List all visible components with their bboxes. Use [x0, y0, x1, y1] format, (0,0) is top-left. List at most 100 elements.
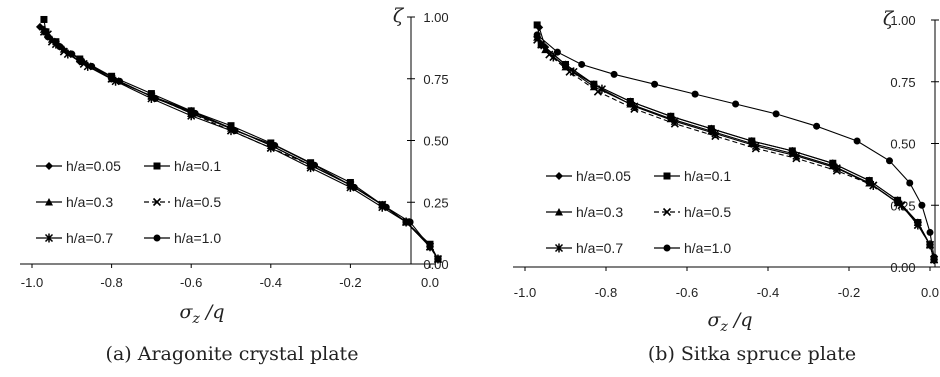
legend-label: h/a=0.05 [66, 158, 121, 174]
x-tick-label: -0.4 [260, 275, 282, 290]
x-tick-label: -0.4 [757, 285, 779, 300]
x-tick-label: -0.6 [180, 275, 202, 290]
x-axis-label: σz /q [708, 309, 753, 335]
x-tick-label: -0.6 [676, 285, 698, 300]
x-tick-label: -0.8 [595, 285, 617, 300]
data-point-marker [533, 21, 541, 29]
x-tick-label: -0.8 [100, 275, 122, 290]
data-point-marker [832, 163, 841, 173]
data-point-marker [350, 183, 358, 191]
data-point-marker [670, 116, 679, 126]
legend-marker [44, 233, 54, 243]
series-line [536, 36, 935, 260]
data-point-marker [56, 43, 64, 51]
data-point-marker [426, 243, 434, 251]
data-point-marker [88, 62, 96, 70]
series-h/a=0.7 [537, 40, 939, 265]
x-tick-label: 0.0 [421, 275, 439, 290]
legend-marker [554, 243, 564, 253]
legend-label: h/a=0.1 [684, 168, 731, 184]
data-point-marker [191, 109, 199, 117]
data-point-marker [44, 33, 52, 41]
series-line [43, 29, 439, 260]
legend-label: h/a=0.7 [66, 230, 113, 246]
series-h/a=0.1 [40, 15, 442, 263]
x-tick-label: -1.0 [514, 285, 536, 300]
series-line [39, 26, 439, 260]
data-point-marker [918, 201, 926, 209]
data-point-marker [533, 31, 541, 39]
data-point-marker [151, 95, 159, 103]
y-tick-label: 0.00 [890, 260, 915, 275]
data-point-marker [116, 77, 124, 85]
x-tick-label: 0.0 [921, 285, 939, 300]
y-tick-label: 1.00 [423, 10, 448, 25]
data-point-marker [886, 157, 893, 165]
series-line [536, 39, 935, 260]
data-point-marker [382, 203, 390, 211]
data-point-marker [906, 179, 914, 187]
y-tick-label: 0.50 [890, 137, 915, 152]
data-point-marker [311, 161, 319, 169]
data-point-marker [545, 50, 554, 59]
chart-panel-2: -1.0 -0.8 -0.6 -0.4 -0.2 0.00.000.250.500.751… [513, 8, 940, 365]
data-point-marker [578, 60, 586, 68]
data-point-marker [553, 48, 561, 56]
data-point-marker [711, 129, 720, 139]
data-point-marker [569, 67, 578, 77]
series-h/a=0.05 [35, 22, 442, 264]
legend: h/a=0.05 h/a=0.1 h/a=0.3 h/a=0.5 h/a=0.7 h/a=… [546, 168, 731, 256]
data-point-marker [40, 15, 48, 23]
legend-marker [555, 208, 563, 216]
data-point-marker [853, 137, 861, 145]
data-point-marker [751, 141, 760, 151]
data-point-marker [39, 25, 48, 33]
chart-caption: (a) Aragonite crystal plate [106, 343, 359, 365]
legend-label: h/a=0.5 [684, 204, 731, 220]
y-tick-label: 0.50 [423, 134, 448, 149]
series-h/a=0.5 [39, 27, 443, 264]
legend-label: h/a=1.0 [174, 230, 221, 246]
series-line [43, 31, 439, 260]
legend-marker [153, 234, 161, 242]
legend-marker [153, 162, 161, 170]
data-point-marker [930, 253, 938, 261]
data-point-marker [897, 200, 906, 210]
legend-label: h/a=0.5 [174, 194, 221, 210]
y-axis-label: ζ [883, 8, 895, 30]
data-point-marker [651, 80, 659, 88]
series-line [47, 33, 439, 260]
legend-label: h/a=0.05 [576, 168, 631, 184]
data-point-marker [869, 180, 878, 190]
y-tick-label: 1.00 [890, 13, 915, 28]
legend-marker [45, 198, 53, 206]
data-point-marker [926, 228, 934, 236]
data-point-marker [589, 82, 598, 91]
legend-label: h/a=0.3 [576, 204, 623, 220]
legend: h/a=0.05 h/a=0.1 h/a=0.3 h/a=0.5 h/a=0.7 h/a=… [36, 158, 221, 246]
x-tick-label: -0.2 [838, 285, 860, 300]
series-line [536, 34, 935, 258]
x-tick-label: -0.2 [339, 275, 361, 290]
data-point-marker [610, 70, 618, 78]
data-point-marker [271, 141, 279, 149]
series-h/a=0.7 [43, 29, 442, 264]
legend-label: h/a=1.0 [684, 240, 731, 256]
data-point-marker [813, 122, 821, 130]
legend-marker [663, 172, 671, 180]
legend-marker [662, 207, 672, 217]
data-point-marker [593, 87, 602, 96]
legend-label: h/a=0.3 [66, 194, 113, 210]
data-point-marker [537, 40, 546, 50]
series-h/a=0.05 [535, 23, 939, 264]
data-point-marker [597, 84, 606, 94]
series-line [47, 36, 439, 260]
x-tick-label: -1.0 [21, 275, 43, 290]
chart-panel-1: -1.0 -0.8 -0.6 -0.4 -0.2 0.0 0.00 0.25 0.50 0.75 1… [20, 5, 449, 365]
y-tick-label: 0.75 [890, 75, 915, 90]
series-h/a=0.5 [533, 35, 939, 264]
legend-marker [663, 244, 671, 252]
y-tick-label: 0.00 [423, 257, 448, 272]
data-point-marker [434, 255, 442, 263]
data-point-marker [406, 218, 414, 226]
